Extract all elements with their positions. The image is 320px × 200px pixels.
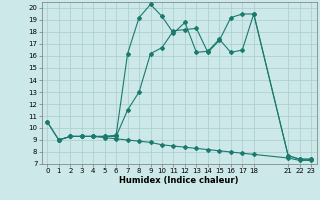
X-axis label: Humidex (Indice chaleur): Humidex (Indice chaleur)	[119, 176, 239, 185]
